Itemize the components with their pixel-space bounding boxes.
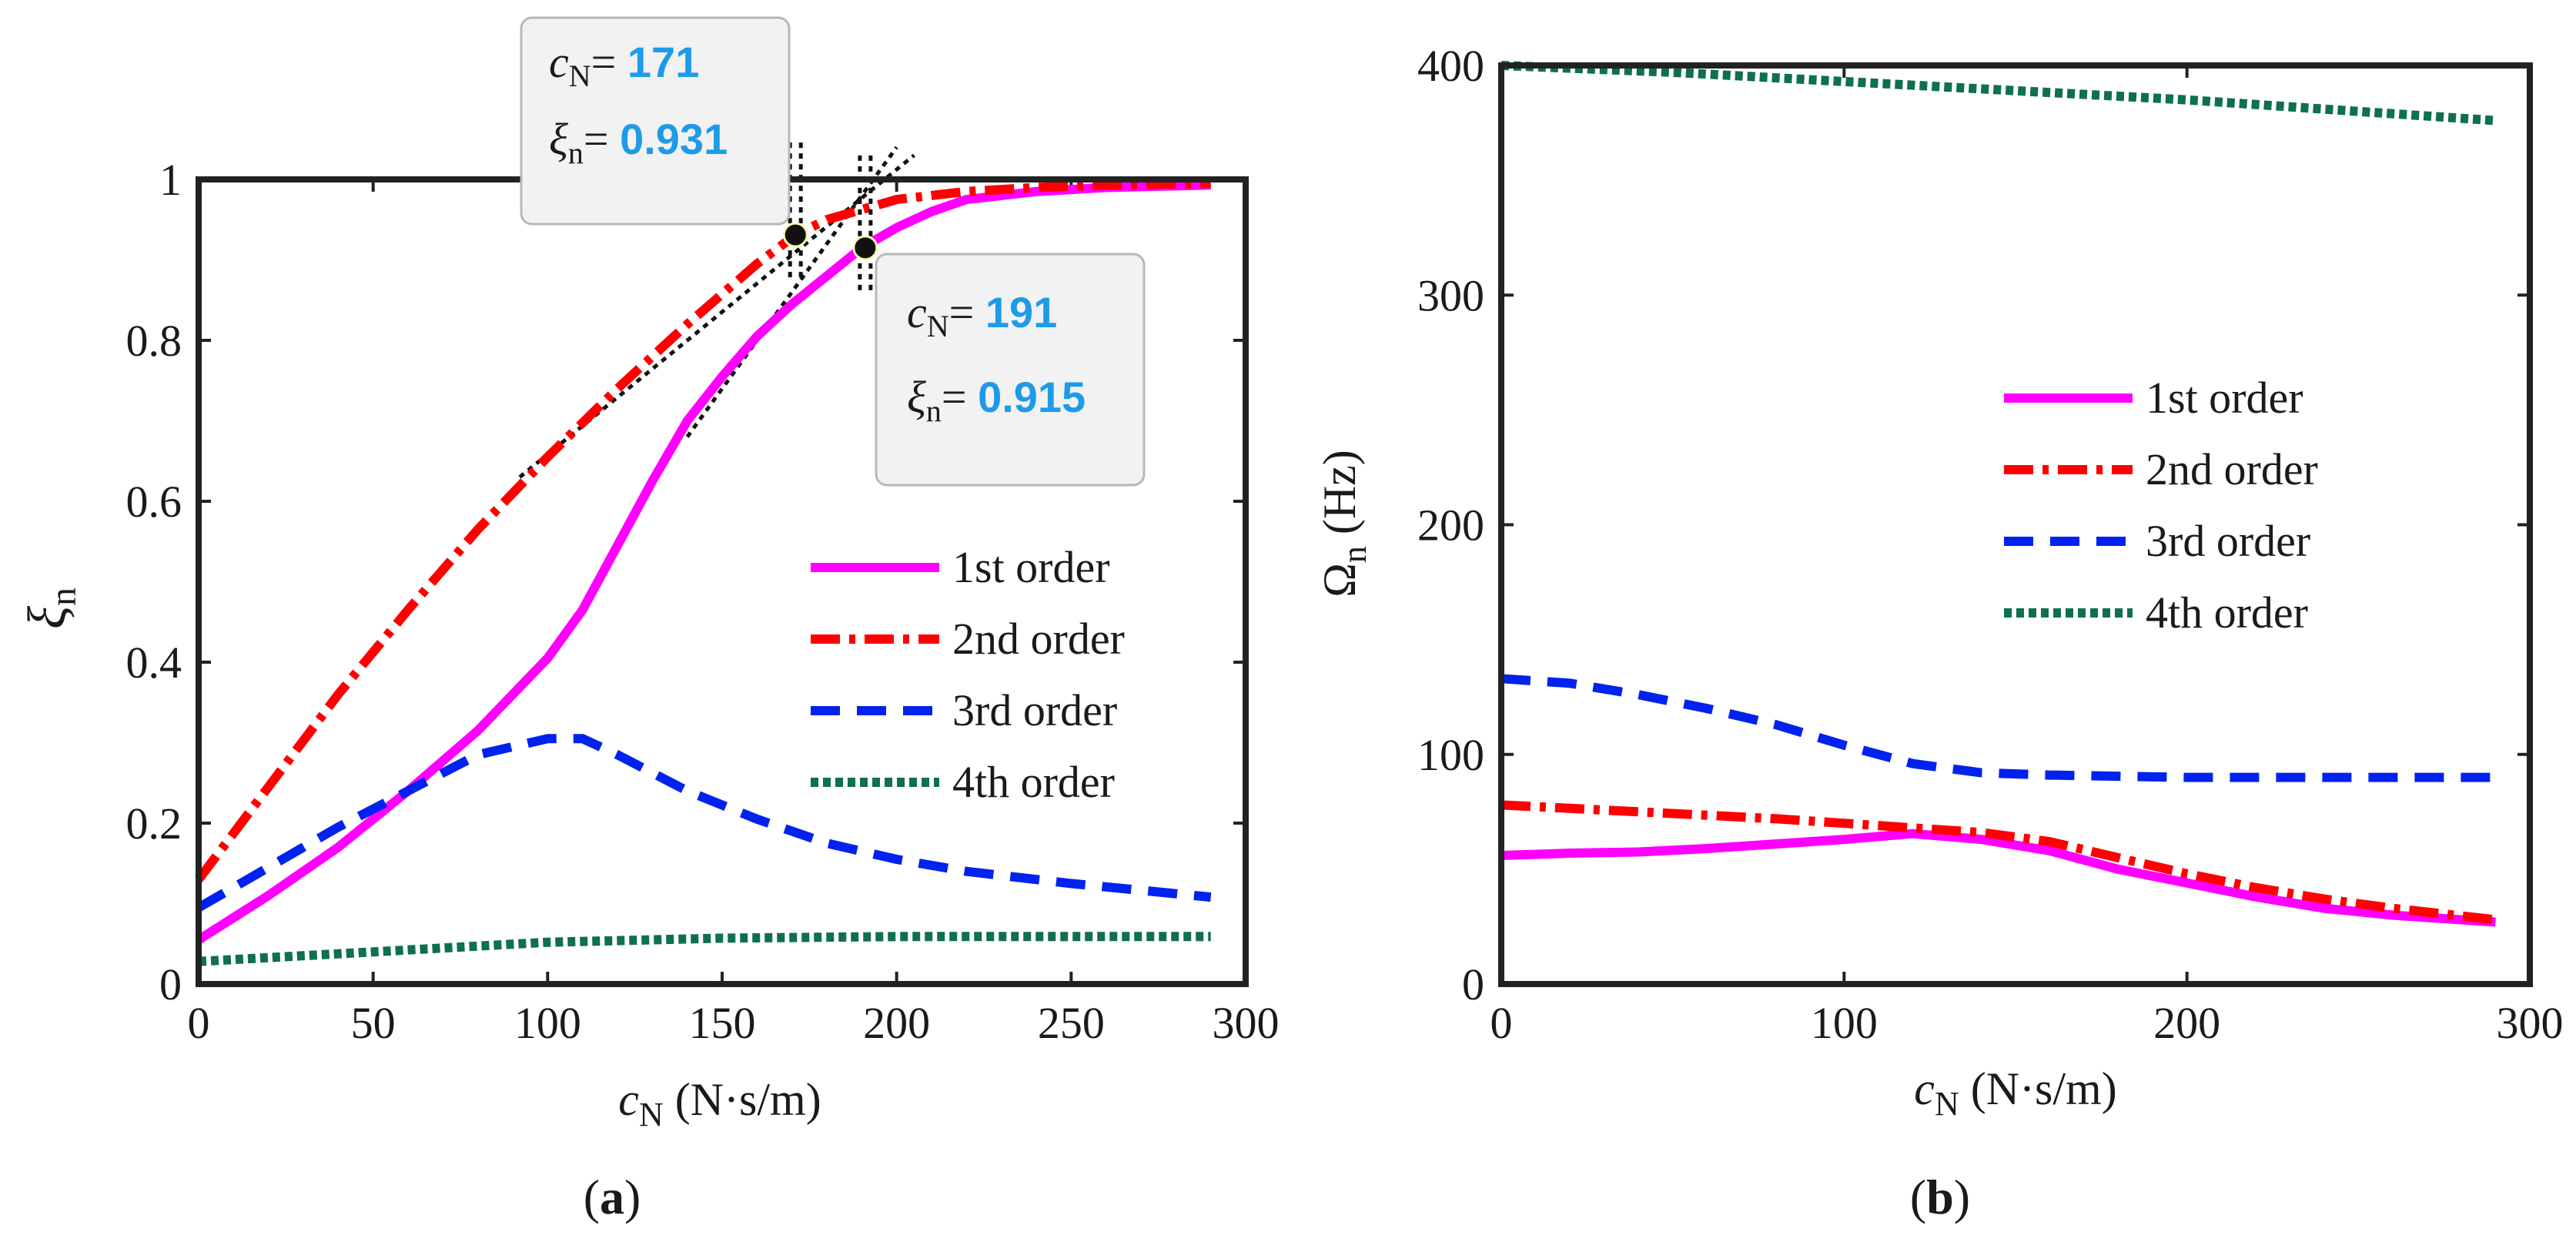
legend-b-label-2nd: 2nd order bbox=[2146, 444, 2318, 494]
data-marker-171 bbox=[782, 222, 808, 248]
annotation-box-171-bg bbox=[520, 16, 791, 226]
panel-b-xlabel: cN (N·s/m) bbox=[1914, 1063, 2116, 1123]
panel-a-tick-labels: 0 50 100 150 200 250 300 0 0.2 0.4 0.6 0.8 1 bbox=[126, 155, 1280, 1048]
panel-b-ytick-label-0: 0 bbox=[1462, 959, 1484, 1009]
panel-a-xtick-label-6: 300 bbox=[1213, 998, 1280, 1048]
annotation-171-c-label: c bbox=[549, 37, 569, 87]
panel-b-series-fourth-line bbox=[1500, 61, 2496, 126]
panel-a-xlabel-unit: (N·s/m) bbox=[664, 1074, 821, 1125]
panel-b-ytick-label-4: 400 bbox=[1417, 41, 1484, 91]
panel-a-xtick-label-2: 100 bbox=[514, 998, 581, 1048]
panel-b-label-open: ( bbox=[1910, 1170, 1926, 1224]
panel-b-plot-frame bbox=[1498, 62, 2533, 987]
panel-b-series-second-line bbox=[1500, 800, 2497, 925]
panel-b-label-close: ) bbox=[1954, 1170, 1970, 1224]
annotation-191-xi-value: 0.915 bbox=[978, 373, 1086, 421]
annotation-191-c-eq: = bbox=[949, 287, 985, 337]
panel-b-series bbox=[1500, 61, 2497, 927]
annotation-191-xi-line: ξn= 0.915 bbox=[907, 372, 1086, 428]
legend-a-label-3rd: 3rd order bbox=[952, 685, 1117, 735]
panel-b-ytick-label-1: 100 bbox=[1417, 730, 1484, 780]
panel-a-xtick-label-0: 0 bbox=[188, 998, 210, 1048]
annotation-191-c-line: cN= 191 bbox=[907, 287, 1057, 343]
panel-a-xtick-label-5: 250 bbox=[1038, 998, 1105, 1048]
legend-a-label-1st: 1st order bbox=[952, 542, 1110, 592]
annotation-171-xi-line: ξn= 0.931 bbox=[549, 114, 728, 170]
panel-b-label-letter: b bbox=[1926, 1170, 1954, 1224]
annotation-191-xi-eq: = bbox=[942, 372, 978, 422]
panel-a-ytick-label-3: 0.6 bbox=[126, 477, 182, 527]
panel-a-label: (a) bbox=[584, 1170, 641, 1224]
panel-b-xtick-label-1: 100 bbox=[1811, 998, 1878, 1048]
panel-b-tick-labels: 0 100 200 300 0 100 200 300 400 bbox=[1417, 41, 2564, 1048]
annotation-box-171: cN= 171 ξn= 0.931 bbox=[520, 16, 791, 226]
legend-a-label-2nd: 2nd order bbox=[952, 614, 1125, 664]
panel-a-series-second-line bbox=[195, 179, 1211, 882]
annotation-191-c-value: 191 bbox=[985, 288, 1057, 336]
panel-b-ylabel-sub: n bbox=[1336, 546, 1373, 563]
panel-b-ylabel: Ωn (Hz) bbox=[1314, 450, 1373, 598]
panel-a-xtick-label-3: 150 bbox=[689, 998, 756, 1048]
panel-a-ylabel-main: ξ bbox=[18, 606, 77, 629]
panel-b-xlabel-unit: (N·s/m) bbox=[1959, 1063, 2117, 1114]
panel-a-series-first-line bbox=[196, 180, 1211, 944]
panel-a-label-open: ( bbox=[584, 1170, 600, 1224]
panel-b-xtick-label-3: 300 bbox=[2497, 998, 2564, 1048]
panel-a-ytick-label-2: 0.4 bbox=[126, 638, 182, 688]
annotation-191-c-sub: N bbox=[927, 309, 949, 343]
panel-a-series-third-line bbox=[196, 734, 1212, 912]
annotation-171-c-sub: N bbox=[569, 59, 591, 93]
annotation-171-c-value: 171 bbox=[627, 38, 699, 86]
panel-b-series-third-line bbox=[1500, 674, 2496, 782]
panel-b-xlabel-main: c bbox=[1914, 1063, 1935, 1114]
panel-a-ytick-label-5: 1 bbox=[159, 155, 182, 205]
annotation-191-xi-label: ξ bbox=[907, 372, 926, 422]
panel-b-xtick-label-0: 0 bbox=[1490, 998, 1513, 1048]
annotation-box-191: cN= 191 ξn= 0.915 bbox=[875, 253, 1146, 487]
legend-a-label-4th: 4th order bbox=[952, 757, 1115, 807]
panel-a-ytick-label-4: 0.8 bbox=[126, 316, 182, 366]
panel-a-xlabel-sub: N bbox=[639, 1096, 664, 1133]
panel-b-ylabel-main: Ω bbox=[1314, 563, 1365, 598]
annotation-171-c-eq: = bbox=[591, 37, 627, 87]
annotation-171-c-line: cN= 171 bbox=[549, 37, 699, 93]
data-marker-191 bbox=[852, 235, 878, 261]
legend-b-label-1st: 1st order bbox=[2146, 373, 2303, 423]
panel-a-xlabel-main: c bbox=[618, 1074, 639, 1125]
panel-a-ylabel-sub: n bbox=[43, 588, 84, 606]
panel-b-ytick-label-3: 300 bbox=[1417, 270, 1484, 320]
annotation-191-c-label: c bbox=[907, 287, 927, 337]
annotation-171-xi-eq: = bbox=[584, 114, 620, 164]
panel-a-legend: 1st order 2nd order 3rd order 4th order bbox=[811, 542, 1125, 807]
panel-b-label: (b) bbox=[1910, 1170, 1970, 1224]
panel-a-ytick-label-1: 0.2 bbox=[126, 798, 182, 849]
panel-b-ytick-label-2: 200 bbox=[1417, 500, 1484, 551]
panel-a-label-letter: a bbox=[600, 1170, 624, 1224]
annotation-171-xi-label: ξ bbox=[549, 114, 568, 164]
annotation-171-xi-sub: n bbox=[568, 136, 584, 170]
panel-a-series bbox=[195, 179, 1212, 966]
panel-a-label-close: ) bbox=[624, 1170, 641, 1224]
annotation-171-xi-value: 0.931 bbox=[620, 115, 728, 163]
panel-a-xtick-label-4: 200 bbox=[863, 998, 930, 1048]
panel-a-ylabel: ξn bbox=[18, 588, 84, 629]
annotation-box-191-bg bbox=[875, 253, 1146, 487]
panel-b-ylabel-unit: (Hz) bbox=[1314, 450, 1365, 546]
panel-a-xlabel: cN (N·s/m) bbox=[618, 1074, 821, 1133]
panel-b-series-first-line bbox=[1500, 829, 2496, 927]
legend-b-label-3rd: 3rd order bbox=[2146, 516, 2310, 566]
panel-b-xtick-label-2: 200 bbox=[2153, 998, 2220, 1048]
panel-b-xlabel-sub: N bbox=[1935, 1085, 1959, 1123]
panel-b: 0 100 200 300 0 100 200 300 400 Ωn (Hz) cN (N·s/… bbox=[1314, 41, 2564, 1224]
panel-a-series-fourth-line bbox=[198, 932, 1211, 966]
panel-b-legend: 1st order 2nd order 3rd order 4th order bbox=[2004, 373, 2318, 638]
panel-a-xtick-label-1: 50 bbox=[351, 998, 396, 1048]
legend-b-label-4th: 4th order bbox=[2146, 588, 2308, 638]
panel-a-ytick-label-0: 0 bbox=[159, 959, 182, 1009]
annotation-191-xi-sub: n bbox=[926, 393, 942, 428]
